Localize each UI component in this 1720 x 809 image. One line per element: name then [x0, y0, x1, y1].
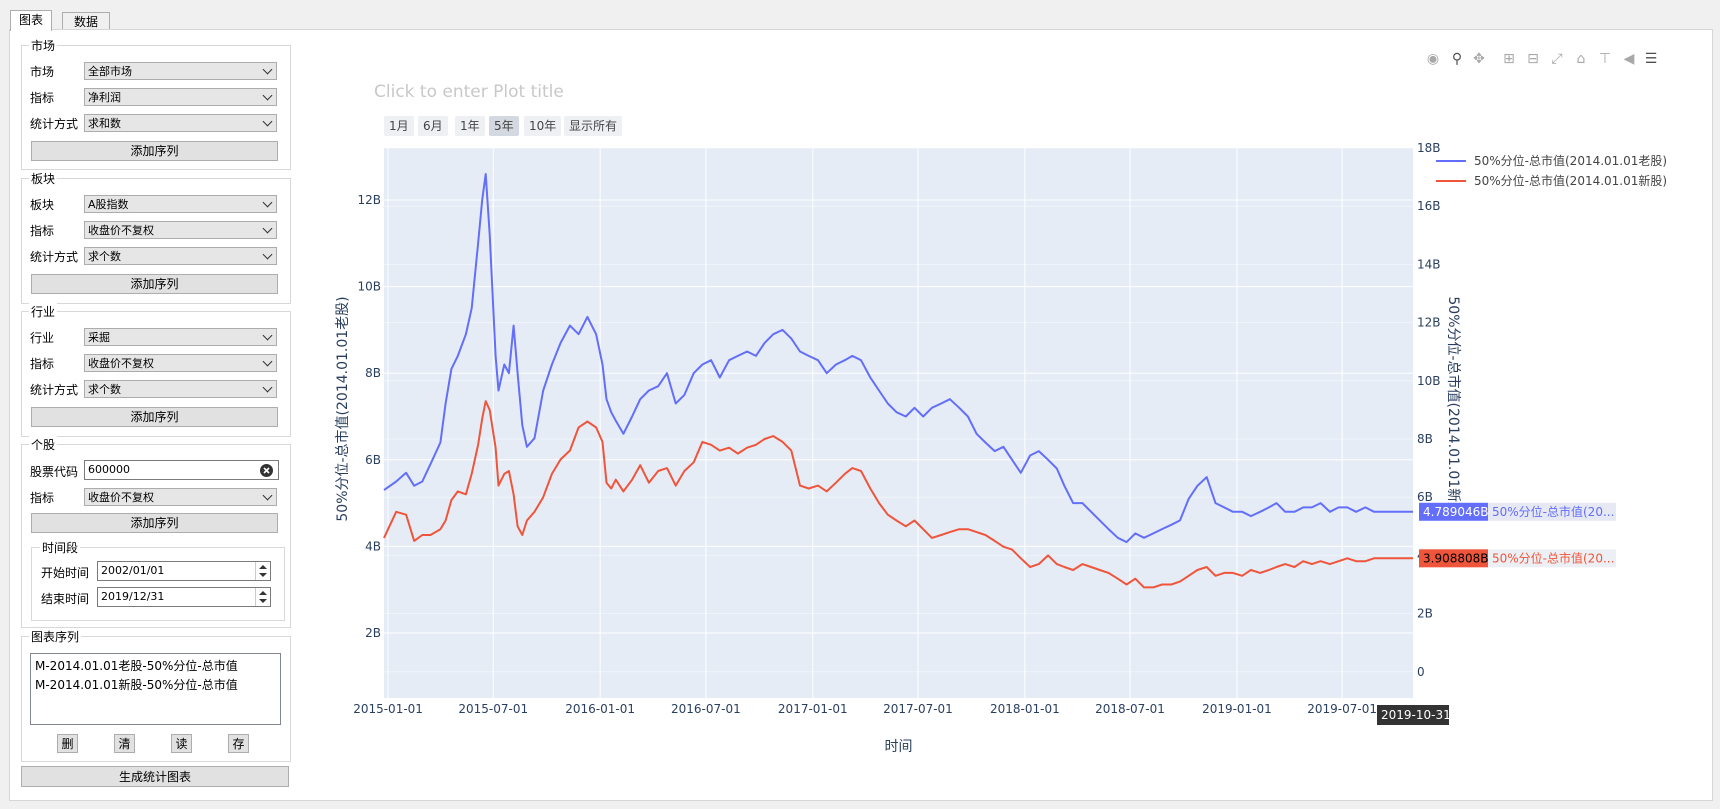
- industry-indicator-select[interactable]: 收盘价不复权: [84, 354, 277, 372]
- list-item[interactable]: M-2014.01.01新股-50%分位-总市值: [35, 678, 238, 692]
- end-date-picker[interactable]: 2019/12/31: [97, 587, 271, 607]
- stock-code-input[interactable]: 600000: [84, 460, 279, 480]
- date-spinner-icon[interactable]: [255, 562, 270, 580]
- market-indicator-select[interactable]: 净利润: [84, 88, 277, 106]
- industry-label: 行业: [30, 331, 55, 345]
- clear-icon[interactable]: [260, 464, 273, 477]
- sector-stat-label: 统计方式: [30, 250, 79, 264]
- range-1y-button[interactable]: 1年: [455, 116, 485, 136]
- sector-select[interactable]: A股指数: [84, 195, 277, 213]
- stock-indicator-select[interactable]: 收盘价不复权: [84, 488, 277, 506]
- sector-group-title: 板块: [29, 170, 58, 187]
- range-1m-button[interactable]: 1月: [384, 116, 414, 136]
- chevron-down-icon: [262, 330, 273, 341]
- market-stat-select[interactable]: 求和数: [84, 114, 277, 132]
- chevron-down-icon: [262, 382, 273, 393]
- pan-icon[interactable]: ✥: [1473, 51, 1485, 67]
- range-6m-button[interactable]: 6月: [418, 116, 448, 136]
- market-indicator-label: 指标: [30, 91, 55, 105]
- market-select[interactable]: 全部市场: [84, 62, 277, 80]
- sector-indicator-select[interactable]: 收盘价不复权: [84, 221, 277, 239]
- zoom-icon[interactable]: ⚲: [1451, 51, 1463, 67]
- spike-lines-icon[interactable]: ⊤: [1598, 51, 1612, 67]
- delete-button[interactable]: 删: [57, 734, 78, 753]
- chevron-down-icon: [262, 197, 273, 208]
- plot-title[interactable]: Click to enter Plot title: [374, 82, 564, 102]
- range-5y-button[interactable]: 5年: [489, 116, 519, 136]
- legend-swatch-new: [1436, 180, 1466, 182]
- save-button[interactable]: 存: [228, 734, 249, 753]
- generate-chart-button[interactable]: 生成统计图表: [21, 766, 289, 787]
- stock-code-label: 股票代码: [30, 465, 79, 479]
- industry-stat-label: 统计方式: [30, 383, 79, 397]
- industry-group: 行业 行业 采掘 指标 收盘价不复权 统计方式 求个数 添加序列: [21, 303, 291, 437]
- tab-data[interactable]: 数据: [62, 12, 110, 30]
- legend-swatch-old: [1436, 160, 1466, 162]
- industry-add-series-button[interactable]: 添加序列: [31, 407, 278, 427]
- period-group-title: 时间段: [40, 539, 81, 556]
- range-10y-button[interactable]: 10年: [524, 116, 562, 136]
- read-button[interactable]: 读: [171, 734, 192, 753]
- industry-stat-select[interactable]: 求个数: [84, 380, 277, 398]
- series-list-group: 图表序列 M-2014.01.01老股-50%分位-总市值 M-2014.01.…: [21, 628, 291, 762]
- chevron-down-icon: [262, 356, 273, 367]
- chevron-down-icon: [262, 249, 273, 260]
- period-group: 时间段 开始时间 2002/01/01 结束时间 2019/12/31: [31, 539, 285, 621]
- stock-group: 个股 股票代码 600000 指标 收盘价不复权 添加序列 时间段 开始时间 2…: [21, 436, 291, 628]
- sector-group: 板块 板块 A股指数 指标 收盘价不复权 统计方式 求个数 添加序列: [21, 170, 291, 304]
- industry-select[interactable]: 采掘: [84, 328, 277, 346]
- end-date-label: 结束时间: [41, 592, 90, 606]
- home-icon[interactable]: ⌂: [1576, 51, 1586, 67]
- sector-label: 板块: [30, 198, 55, 212]
- hover-closest-icon[interactable]: ◀: [1623, 51, 1635, 67]
- start-date-label: 开始时间: [41, 566, 90, 580]
- zoom-in-icon[interactable]: ⊞: [1503, 51, 1515, 67]
- market-add-series-button[interactable]: 添加序列: [31, 141, 278, 161]
- list-item[interactable]: M-2014.01.01老股-50%分位-总市值: [35, 659, 238, 673]
- chevron-down-icon: [262, 490, 273, 501]
- series-listbox[interactable]: M-2014.01.01老股-50%分位-总市值 M-2014.01.01新股-…: [30, 653, 281, 725]
- zoom-out-icon[interactable]: ⊟: [1527, 51, 1539, 67]
- stock-indicator-label: 指标: [30, 491, 55, 505]
- tab-chart[interactable]: 图表: [10, 10, 52, 31]
- chevron-down-icon: [262, 90, 273, 101]
- market-label: 市场: [30, 65, 55, 79]
- chevron-down-icon: [262, 116, 273, 127]
- date-spinner-icon[interactable]: [255, 588, 270, 606]
- chevron-down-icon: [262, 64, 273, 75]
- start-date-picker[interactable]: 2002/01/01: [97, 561, 271, 581]
- chevron-down-icon: [262, 223, 273, 234]
- clear-button[interactable]: 清: [114, 734, 135, 753]
- hover-compare-icon[interactable]: ☰: [1644, 51, 1658, 67]
- market-stat-label: 统计方式: [30, 117, 79, 131]
- series-list-group-title: 图表序列: [29, 628, 82, 645]
- industry-group-title: 行业: [29, 303, 58, 320]
- stock-group-title: 个股: [29, 436, 58, 453]
- sector-indicator-label: 指标: [30, 224, 55, 238]
- range-all-button[interactable]: 显示所有: [564, 116, 623, 136]
- industry-indicator-label: 指标: [30, 357, 55, 371]
- sector-stat-select[interactable]: 求个数: [84, 247, 277, 265]
- stock-add-series-button[interactable]: 添加序列: [31, 513, 278, 533]
- sector-add-series-button[interactable]: 添加序列: [31, 274, 278, 294]
- market-group-title: 市场: [29, 37, 58, 54]
- camera-icon[interactable]: ◉: [1426, 51, 1440, 67]
- autoscale-icon[interactable]: ⤢: [1551, 51, 1563, 67]
- market-group: 市场 市场 全部市场 指标 净利润 统计方式 求和数 添加序列: [21, 37, 291, 170]
